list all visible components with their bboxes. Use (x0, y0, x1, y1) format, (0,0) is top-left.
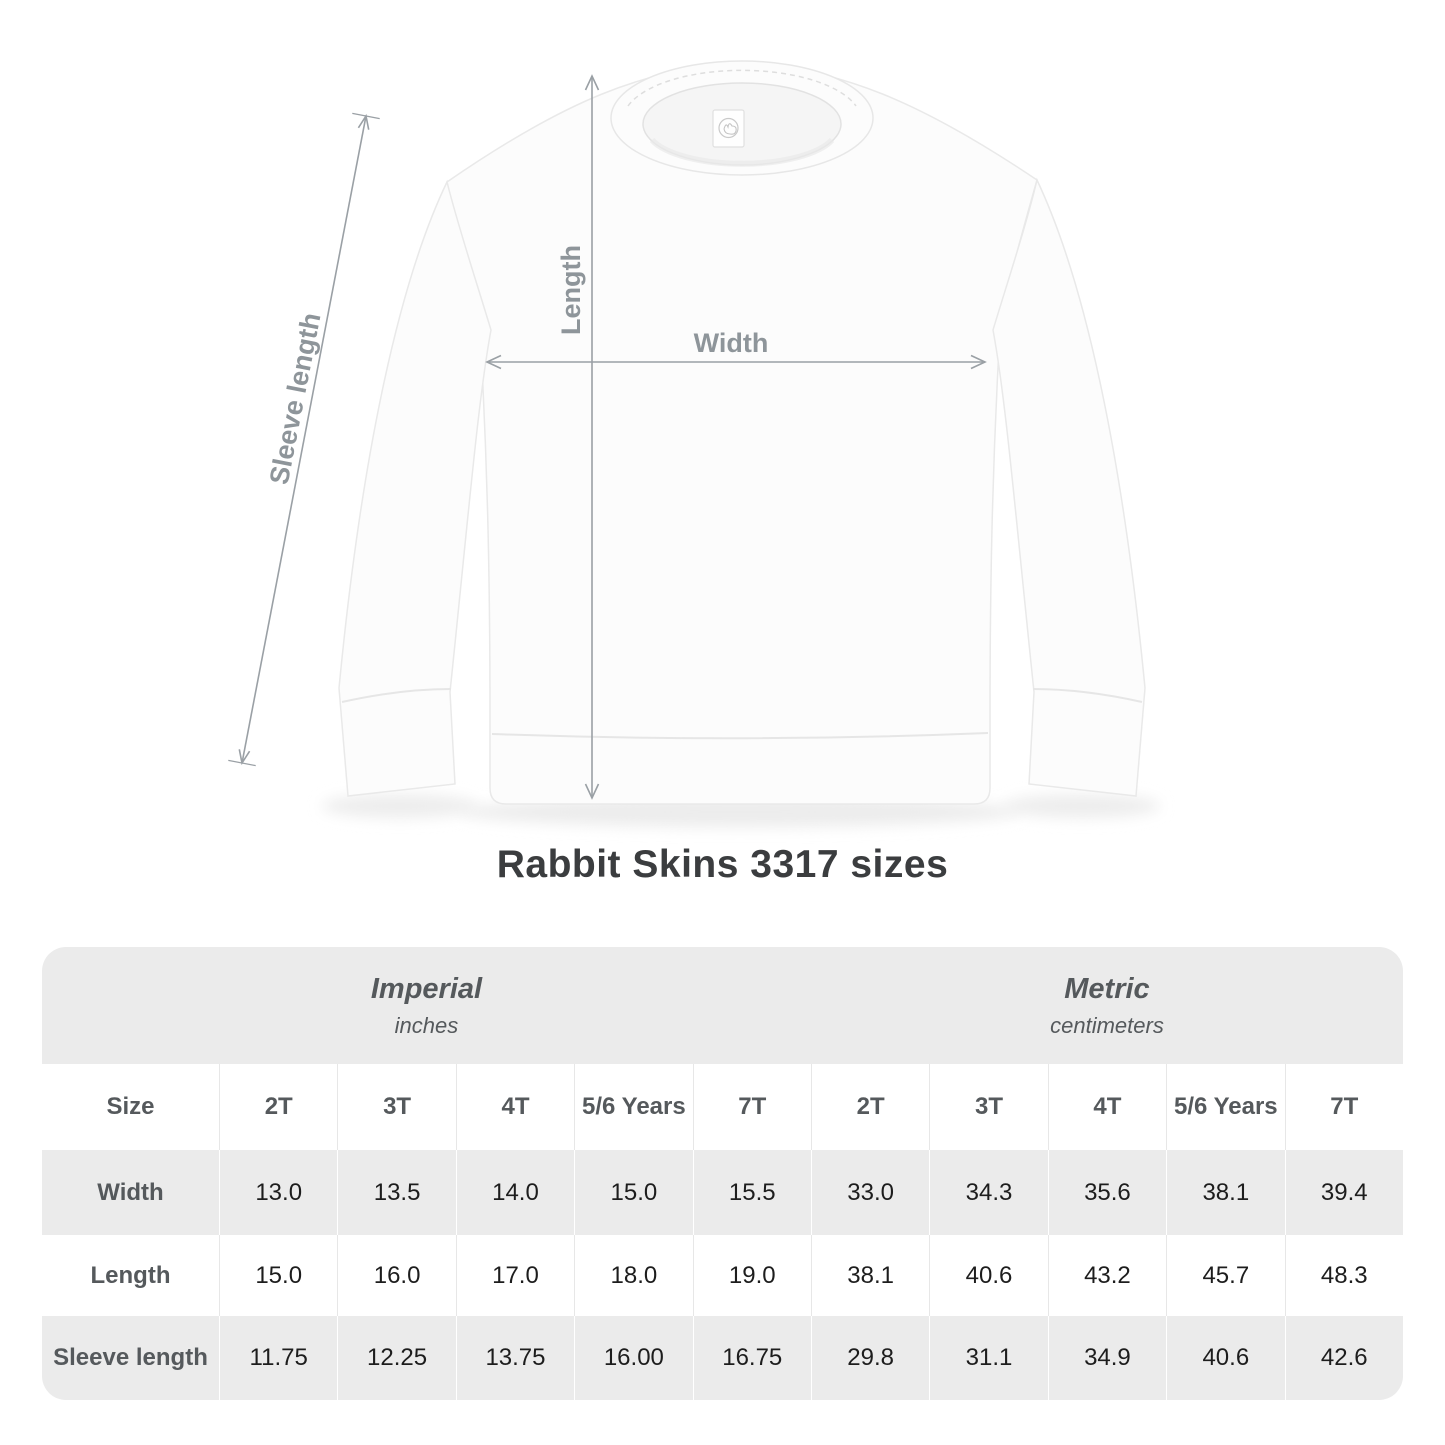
left-cuff-seam (341, 688, 452, 703)
imperial-label: Imperial (370, 972, 483, 1005)
cell: 42.6 (1284, 1316, 1403, 1400)
hem-seam (491, 732, 989, 740)
collar (610, 60, 874, 176)
cell: 34.9 (1047, 1316, 1167, 1400)
cell: 17.0 (455, 1235, 575, 1316)
neck-tag (712, 109, 745, 148)
table-row-width: Width 13.0 13.5 14.0 15.0 15.5 33.0 34.3… (42, 1150, 1403, 1235)
cell: 15.0 (574, 1150, 693, 1235)
right-sleeve (992, 177, 1146, 797)
rabbit-logo-icon (718, 117, 739, 139)
cell: 40.6 (1166, 1316, 1285, 1400)
column-header: 7T (1284, 1064, 1403, 1150)
dimension-arrows (228, 74, 987, 800)
cell: 48.3 (1284, 1235, 1403, 1316)
cell: 13.75 (455, 1316, 575, 1400)
column-header: 5/6 Years (574, 1064, 693, 1150)
imperial-group-header: Imperial inches (42, 947, 811, 1064)
column-header: 7T (692, 1064, 811, 1150)
cell: 40.6 (929, 1235, 1048, 1316)
rabbit-glyph (723, 123, 737, 135)
unit-group-row: Imperial inches Metric centimeters (42, 947, 1403, 1064)
row-label: Width (42, 1150, 219, 1235)
length-arrow (584, 74, 600, 800)
sleeve-length-arrow (228, 112, 380, 767)
cell: 16.0 (337, 1235, 456, 1316)
cell: 34.3 (929, 1150, 1048, 1235)
cell: 16.00 (574, 1316, 693, 1400)
cell: 11.75 (219, 1316, 338, 1400)
collar-stitch (627, 69, 857, 107)
cell: 18.0 (574, 1235, 693, 1316)
page-title: Rabbit Skins 3317 sizes (496, 843, 949, 886)
column-header: 3T (929, 1064, 1048, 1150)
size-table-grid: Imperial inches Metric centimeters Size … (42, 947, 1403, 1400)
cell: 15.0 (219, 1235, 338, 1316)
cell: 13.0 (219, 1150, 338, 1235)
column-header: 4T (1047, 1064, 1167, 1150)
length-label: Length (556, 245, 586, 335)
left-sleeve (338, 179, 492, 797)
imperial-unit: inches (394, 1012, 459, 1038)
size-header-row: Size 2T 3T 4T 5/6 Years 7T 2T 3T 4T 5/6 … (42, 1064, 1403, 1150)
column-header: 2T (810, 1064, 930, 1150)
column-header: 4T (455, 1064, 575, 1150)
column-header: 2T (219, 1064, 338, 1150)
size-column-header: Size (42, 1064, 219, 1150)
cell: 45.7 (1166, 1235, 1285, 1316)
cell: 15.5 (692, 1150, 811, 1235)
cell: 31.1 (929, 1316, 1048, 1400)
metric-unit: centimeters (1050, 1012, 1164, 1038)
sweatshirt-measurement-diagram: Sleeve length Length Width (228, 60, 1160, 827)
right-cuff-seam (1032, 688, 1143, 703)
cell: 14.0 (455, 1150, 575, 1235)
width-label: Width (694, 328, 769, 358)
size-table: Imperial inches Metric centimeters Size … (42, 947, 1403, 1400)
cell: 39.4 (1284, 1150, 1403, 1235)
table-row-sleeve-length: Sleeve length 11.75 12.25 13.75 16.00 16… (42, 1316, 1403, 1400)
cell: 16.75 (692, 1316, 811, 1400)
cell: 35.6 (1047, 1150, 1167, 1235)
metric-label: Metric (1064, 972, 1150, 1005)
column-header: 5/6 Years (1166, 1064, 1285, 1150)
cell: 38.1 (810, 1235, 930, 1316)
cell: 12.25 (337, 1316, 456, 1400)
width-arrow (485, 354, 987, 370)
table-row-length: Length 15.0 16.0 17.0 18.0 19.0 38.1 40.… (42, 1235, 1403, 1316)
row-label: Sleeve length (42, 1316, 219, 1400)
cell: 33.0 (810, 1150, 930, 1235)
cell: 38.1 (1166, 1150, 1285, 1235)
row-label: Length (42, 1235, 219, 1316)
sleeve-length-label: Sleeve length (264, 310, 327, 487)
column-header: 3T (337, 1064, 456, 1150)
cell: 19.0 (692, 1235, 811, 1316)
cell: 43.2 (1047, 1235, 1167, 1316)
cell: 29.8 (810, 1316, 930, 1400)
metric-group-header: Metric centimeters (810, 947, 1403, 1064)
cell: 13.5 (337, 1150, 456, 1235)
